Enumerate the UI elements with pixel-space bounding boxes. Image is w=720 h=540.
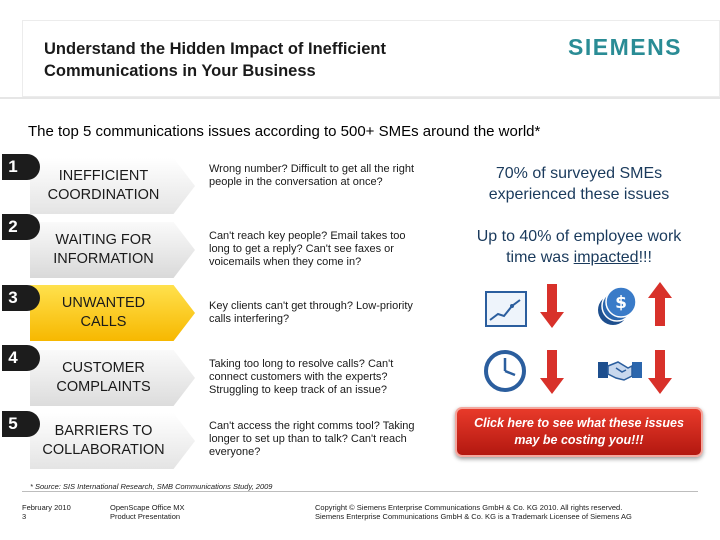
footer-divider <box>22 491 698 492</box>
stat-employee-time: Up to 40% of employee work time was impa… <box>440 226 718 268</box>
issue-5-arrow: BARRIERS TO COLLABORATION <box>30 413 195 469</box>
issue-5-number: 5 <box>2 411 40 437</box>
issue-4-description: Taking too long to resolve calls? Can't … <box>209 358 394 396</box>
footer-product: OpenScape Office MX Product Presentation <box>110 503 185 521</box>
issue-2-number: 2 <box>2 214 40 240</box>
issue-2-label: WAITING FOR INFORMATION <box>53 232 154 267</box>
issue-2-description: Can't reach key people? Email takes too … <box>209 230 406 268</box>
stat-2-post: !!! <box>638 249 652 266</box>
issue-4-arrow: CUSTOMER COMPLAINTS <box>30 350 195 406</box>
title-line-2: Communications in Your Business <box>44 62 316 80</box>
red-down-arrow-icon <box>648 350 672 394</box>
issue-2-arrow: WAITING FOR INFORMATION <box>30 222 195 278</box>
issue-3-arrow: UNWANTED CALLS <box>30 285 195 341</box>
stat-2-underlined: impacted <box>573 249 639 266</box>
stat-2-line-2: time was impacted!!! <box>440 247 718 268</box>
header-divider <box>0 97 720 99</box>
footer-date-page: February 2010 3 <box>22 503 71 521</box>
issue-1-arrow: INEFFICIENT COORDINATION <box>30 158 195 214</box>
source-footnote: * Source: SIS International Research, SM… <box>30 482 273 491</box>
stat-surveyed-smes: 70% of surveyed SMEs experienced these i… <box>440 163 718 205</box>
issue-5-label: BARRIERS TO COLLABORATION <box>42 423 165 458</box>
cost-calculator-button[interactable]: Click here to see what these issues may … <box>455 407 703 457</box>
red-up-arrow-icon <box>648 282 672 326</box>
issue-1-label: INEFFICIENT COORDINATION <box>47 168 160 203</box>
header-panel <box>22 20 720 97</box>
issue-5-description: Can't access the right comms tool? Takin… <box>209 420 415 458</box>
svg-text:$: $ <box>615 293 627 313</box>
footer-copyright: Copyright © Siemens Enterprise Communica… <box>315 503 632 521</box>
issue-3-description: Key clients can't get through? Low-prior… <box>209 300 413 325</box>
slide-subtitle: The top 5 communications issues accordin… <box>28 123 541 140</box>
title-line-1: Understand the Hidden Impact of Ineffici… <box>44 40 386 58</box>
stat-1-line-1: 70% of surveyed SMEs <box>495 165 663 182</box>
stat-2-pre: time was <box>506 249 574 266</box>
issue-1-number: 1 <box>2 154 40 180</box>
issue-4-label: CUSTOMER COMPLAINTS <box>56 360 151 395</box>
issue-3-label: UNWANTED CALLS <box>61 295 146 330</box>
red-down-arrow-icon <box>540 350 564 394</box>
siemens-logo: SIEMENS <box>568 34 683 60</box>
page-title: Understand the Hidden Impact of Ineffici… <box>44 38 386 82</box>
stat-1-line-2: experienced these issues <box>488 186 670 203</box>
issue-4-number: 4 <box>2 345 40 371</box>
line-chart-icon <box>485 291 527 327</box>
dollar-coins-icon: $ <box>598 286 637 325</box>
clock-icon <box>484 350 526 392</box>
handshake-icon <box>598 361 642 381</box>
red-down-arrow-icon <box>540 284 564 328</box>
issue-3-number: 3 <box>2 285 40 311</box>
stat-2-line-1: Up to 40% of employee work <box>476 228 682 245</box>
issue-1-description: Wrong number? Difficult to get all the r… <box>209 163 415 188</box>
